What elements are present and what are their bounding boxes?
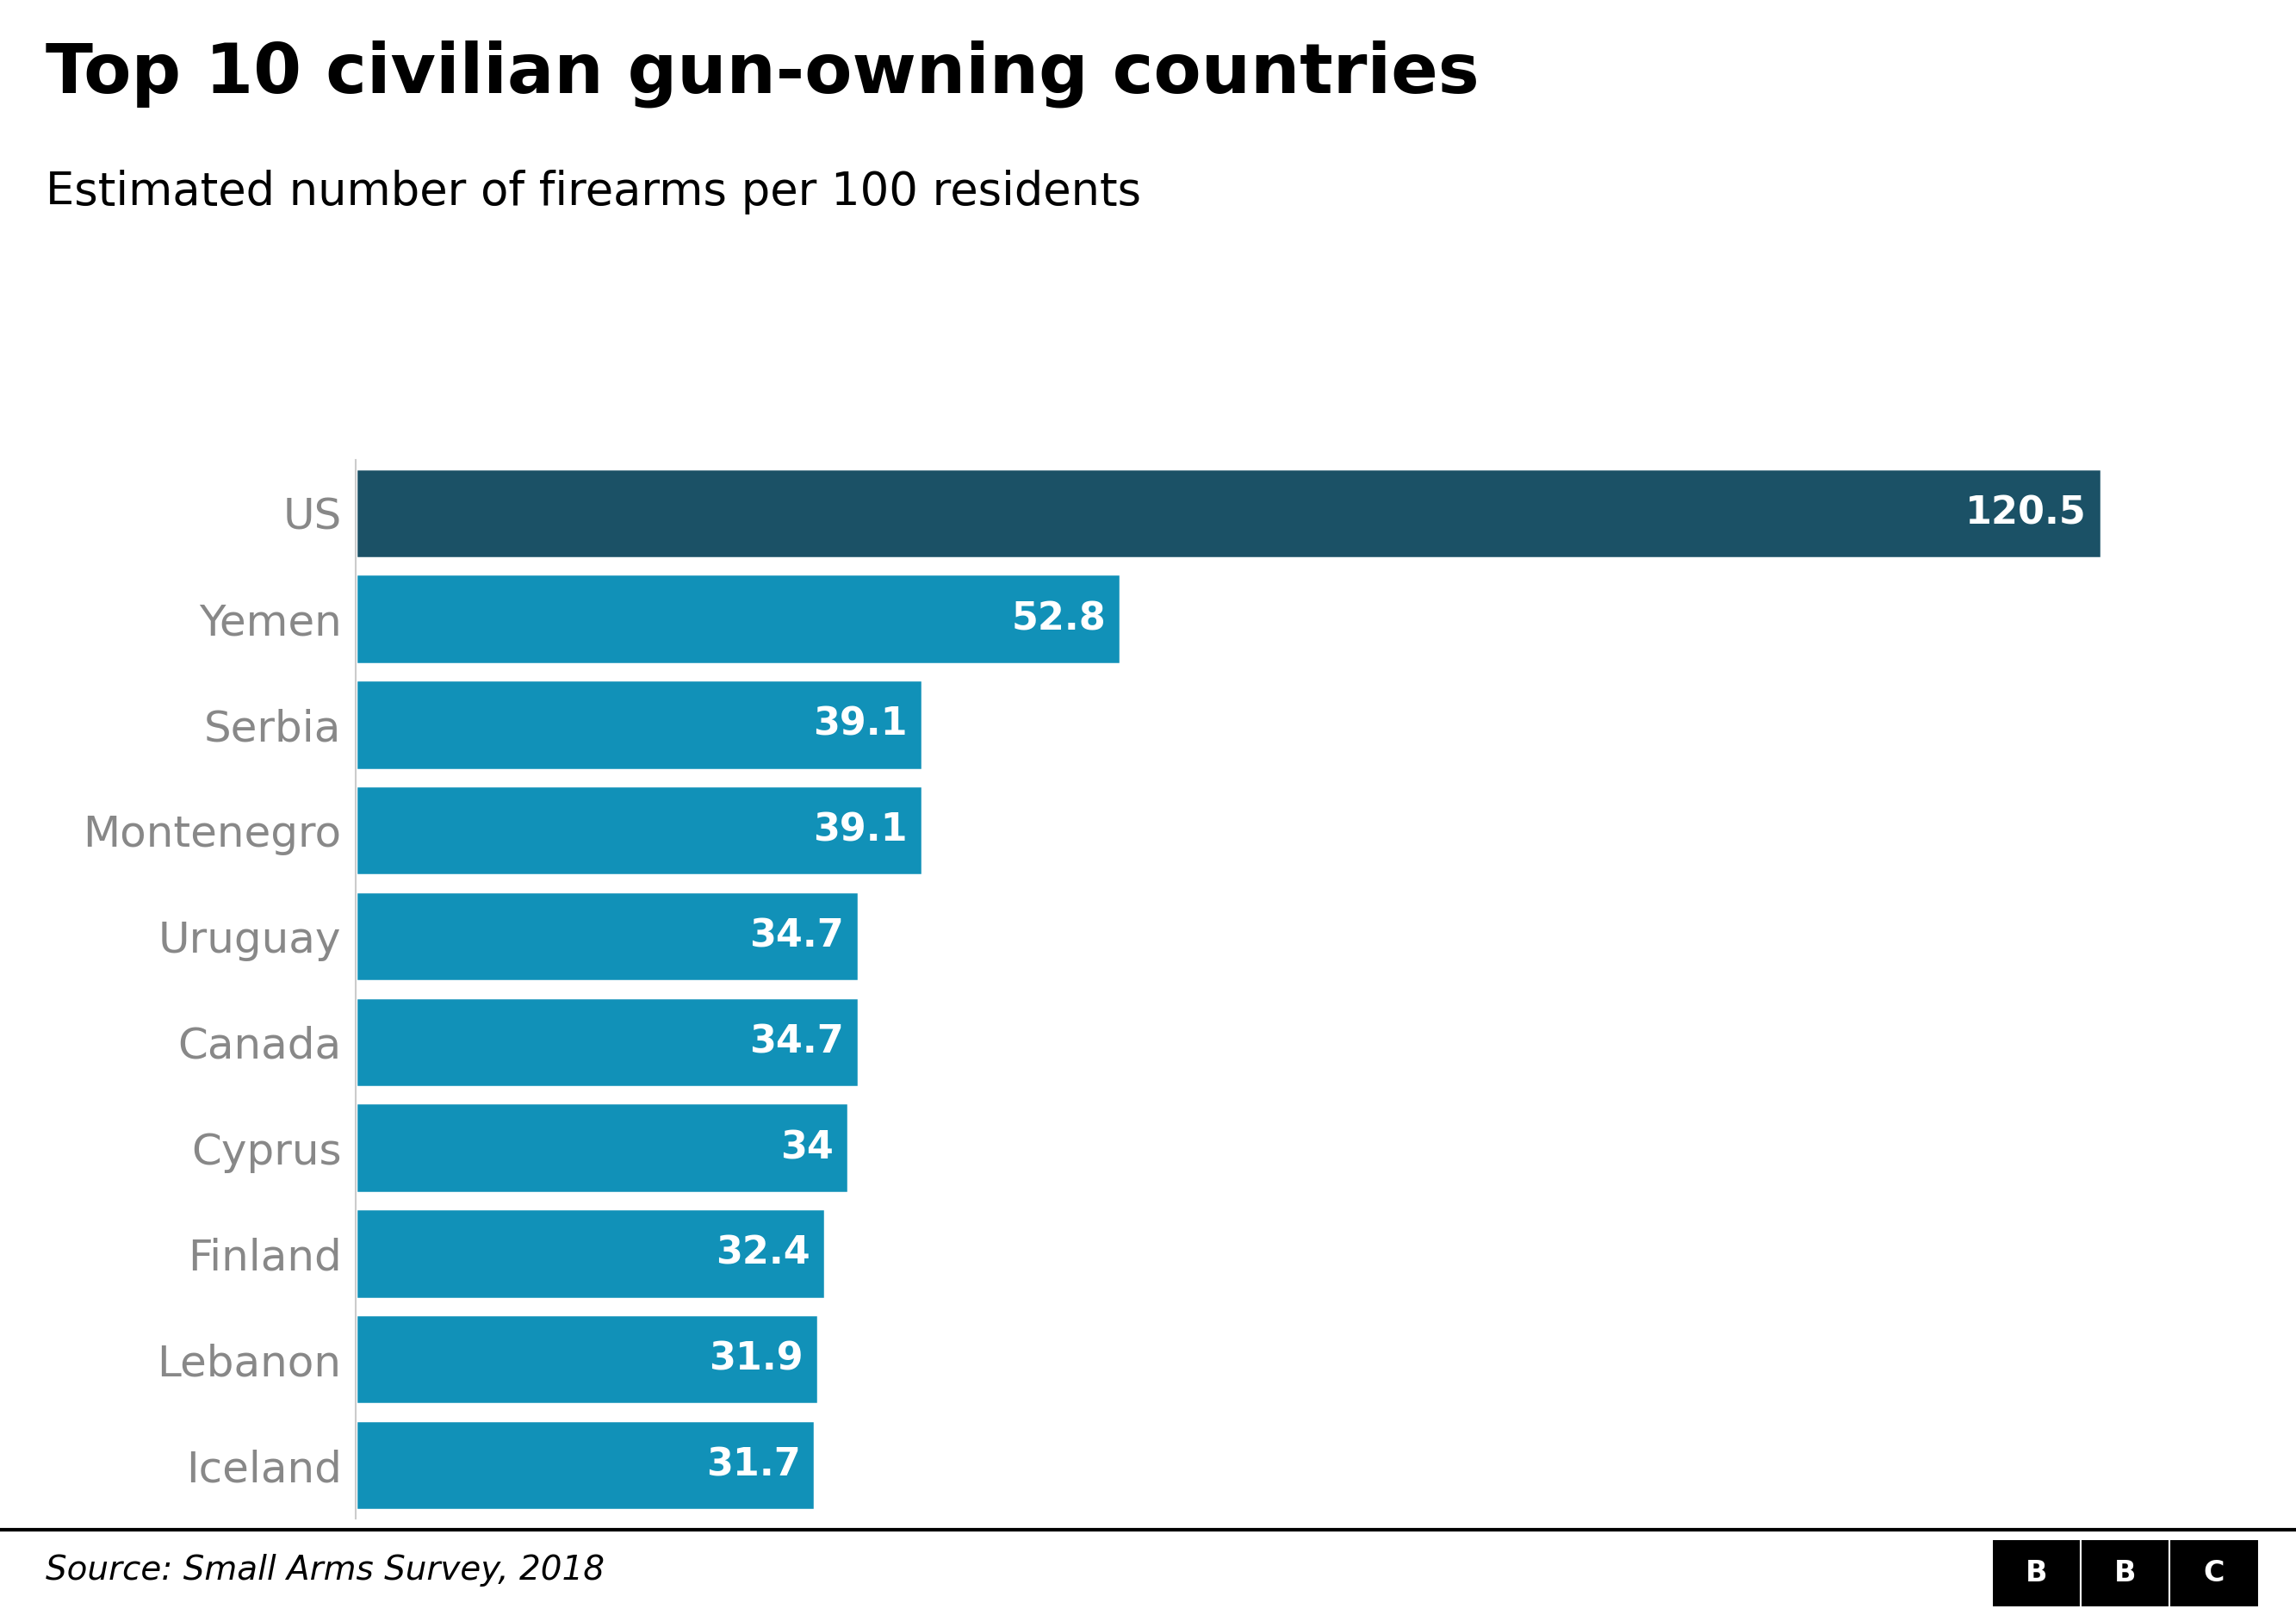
Text: 39.1: 39.1	[813, 706, 907, 743]
Bar	[356, 573, 1120, 664]
Text: B: B	[2115, 1558, 2135, 1588]
Bar	[356, 468, 2101, 559]
Bar	[356, 680, 923, 770]
Text: Source: Small Arms Survey, 2018: Source: Small Arms Survey, 2018	[46, 1554, 604, 1586]
Text: Top 10 civilian gun-owning countries: Top 10 civilian gun-owning countries	[46, 40, 1479, 108]
Text: 32.4: 32.4	[716, 1235, 810, 1273]
FancyBboxPatch shape	[2080, 1539, 2170, 1607]
Text: 31.7: 31.7	[705, 1447, 801, 1484]
Bar	[356, 1103, 847, 1193]
FancyBboxPatch shape	[1993, 1539, 2080, 1607]
Text: B: B	[2025, 1558, 2048, 1588]
Text: Estimated number of firearms per 100 residents: Estimated number of firearms per 100 res…	[46, 170, 1141, 215]
Bar	[356, 785, 923, 875]
Text: 34.7: 34.7	[748, 917, 845, 954]
Text: 34: 34	[781, 1129, 833, 1166]
FancyBboxPatch shape	[2170, 1539, 2259, 1607]
Bar	[356, 1315, 817, 1405]
Text: C: C	[2204, 1558, 2225, 1588]
Text: 120.5: 120.5	[1965, 494, 2087, 531]
Text: 52.8: 52.8	[1013, 601, 1107, 638]
Bar	[356, 891, 859, 982]
Bar	[356, 1208, 824, 1298]
Bar	[356, 1420, 815, 1510]
Bar	[356, 996, 859, 1087]
Text: 34.7: 34.7	[748, 1024, 845, 1061]
Text: 39.1: 39.1	[813, 812, 907, 849]
Text: 31.9: 31.9	[709, 1340, 804, 1378]
